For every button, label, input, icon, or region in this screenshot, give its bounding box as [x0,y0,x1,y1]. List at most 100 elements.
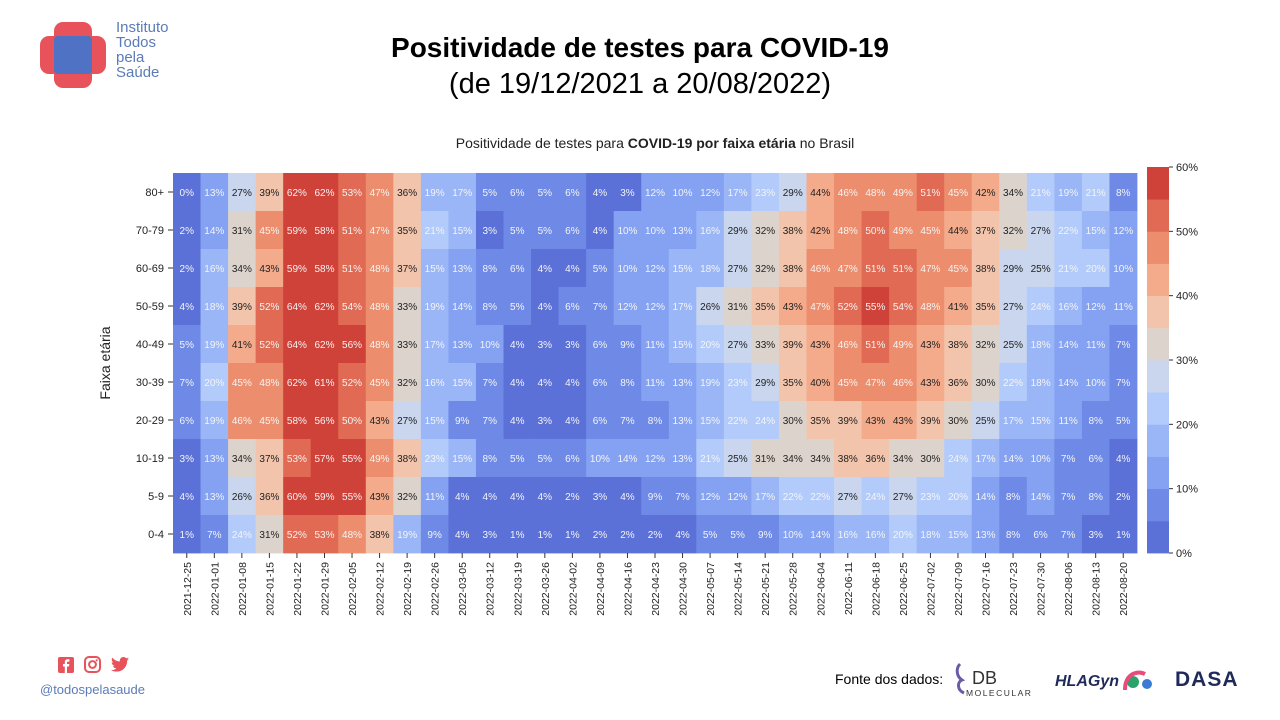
heatmap-cell [393,477,422,516]
heatmap-cell [173,287,201,326]
facebook-icon[interactable] [58,656,74,673]
cell-value-label: 16% [204,264,224,275]
cell-value-label: 19% [425,302,445,313]
cell-value-label: 56% [314,416,334,427]
x-tick-label: 2022-05-28 [788,562,800,616]
heatmap-cell [806,287,835,326]
heatmap-cell [255,325,284,364]
cell-value-label: 54% [342,302,362,313]
heatmap-cell [173,211,201,250]
heatmap-cell [531,173,559,212]
cell-value-label: 49% [893,188,913,199]
heatmap-cell [944,401,973,440]
cell-value-label: 4% [510,340,525,351]
heatmap-cell [173,173,201,212]
cell-value-label: 44% [810,188,830,199]
cell-value-label: 27% [397,416,417,427]
x-tick-label: 2022-04-16 [622,562,634,616]
org-name-line: Instituto [116,19,169,36]
cell-value-label: 40% [810,378,830,389]
cell-value-label: 19% [1058,188,1078,199]
cell-value-label: 3% [538,340,553,351]
y-tick-label: 20-29 [136,415,164,427]
heatmap-cell [1081,249,1110,288]
cell-value-label: 34% [893,454,913,465]
cell-value-label: 25% [1031,264,1051,275]
heatmap-cell [475,287,504,326]
heatmap-cell [586,325,615,364]
cell-value-label: 23% [425,454,445,465]
x-tick-label: 2022-04-02 [567,562,579,616]
cell-value-label: 36% [397,188,417,199]
heatmap-cell [393,211,422,250]
cell-value-label: 6% [593,416,608,427]
cell-value-label: 59% [314,492,334,503]
x-tick-label: 2022-08-20 [1118,562,1130,616]
heatmap-cell [420,211,449,250]
cell-value-label: 8% [483,264,498,275]
cell-value-label: 46% [232,416,252,427]
heatmap-cell [1054,363,1083,402]
cell-value-label: 21% [1031,188,1051,199]
heatmap-cell [1026,439,1055,478]
heatmap-cell [531,401,559,440]
heatmap-cell [916,173,945,212]
dasa-logo: DASA [1175,668,1238,691]
cell-value-label: 22% [1003,378,1023,389]
cell-value-label: 1% [1116,530,1131,541]
heatmap-cell [861,439,890,478]
cell-value-label: 48% [838,226,858,237]
twitter-icon[interactable] [111,657,129,672]
heatmap-cell [861,477,890,516]
heatmap-cell [448,325,477,364]
heatmap-cell [613,439,642,478]
heatmap-cell [393,287,422,326]
heatmap-cell [641,325,670,364]
heatmap-cell [475,325,504,364]
heatmap-cell [310,249,339,288]
heatmap-cell [283,211,312,250]
heatmap-cell [778,401,807,440]
cell-value-label: 5% [538,188,553,199]
heatmap-cell [228,325,257,364]
instagram-icon[interactable] [84,656,101,673]
colorbar-tick-label: 10% [1176,484,1198,496]
heatmap-cell [558,325,587,364]
cell-value-label: 13% [673,226,693,237]
cell-value-label: 20% [700,340,720,351]
heatmap-cell [944,249,973,288]
social-handle[interactable]: @todospelasaude [40,682,145,697]
heatmap-cell [448,249,477,288]
heatmap-cell [586,363,615,402]
cell-value-label: 5% [510,226,525,237]
heatmap-cell [778,249,807,288]
heatmap-cell [200,287,229,326]
cell-value-label: 36% [865,454,885,465]
cell-value-label: 60% [287,492,307,503]
heatmap-cell [778,287,807,326]
heatmap-cell [448,287,477,326]
heatmap-cell [420,515,449,554]
heatmap-cell [613,515,642,554]
cell-value-label: 21% [1086,188,1106,199]
cell-value-label: 20% [893,530,913,541]
cell-value-label: 4% [538,378,553,389]
heatmap-cell [393,325,422,364]
heatmap-cell [834,363,862,402]
cell-value-label: 34% [1003,188,1023,199]
cell-value-label: 62% [314,188,334,199]
colorbar-segment [1147,520,1169,554]
heatmap-cell [641,249,670,288]
heatmap-cell [1109,439,1138,478]
heatmap-cell [834,173,862,212]
cell-value-label: 2% [620,530,635,541]
heatmap-cell [173,439,201,478]
cell-value-label: 45% [838,378,858,389]
cell-value-label: 27% [1003,302,1023,313]
heatmap-cell [475,515,504,554]
heatmap-cell [531,477,559,516]
heatmap-cell [668,477,697,516]
heatmap-cell [338,173,367,212]
x-tick-label: 2022-04-09 [595,562,607,616]
cell-value-label: 52% [259,302,279,313]
